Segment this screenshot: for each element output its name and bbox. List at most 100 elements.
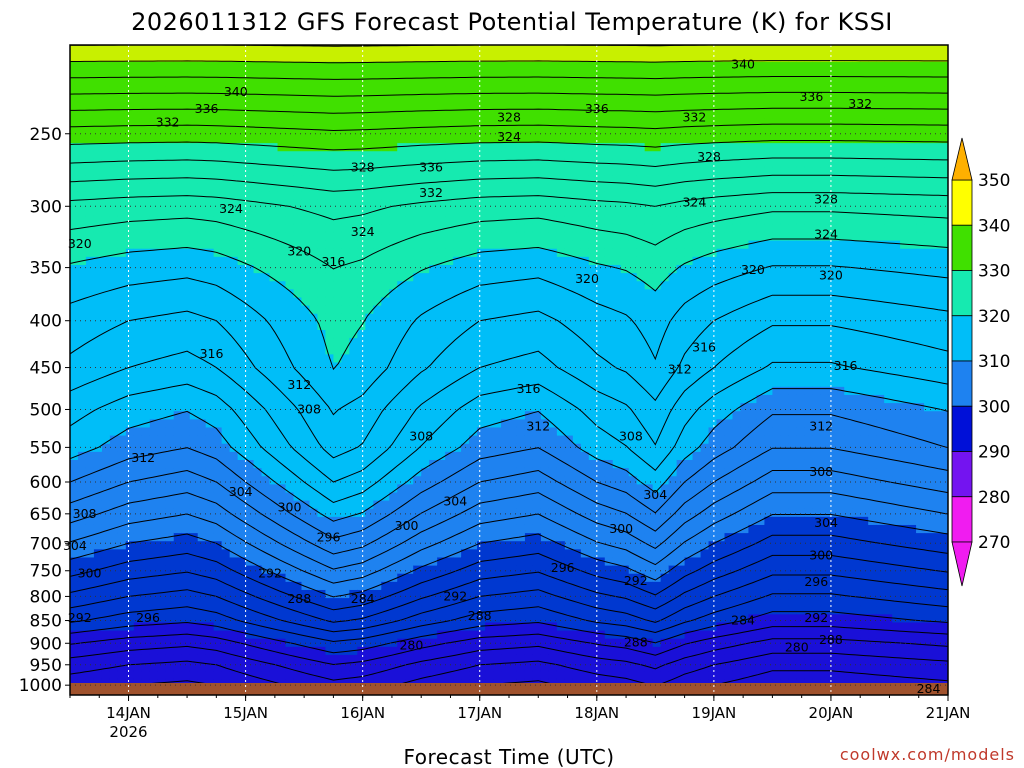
theta-cell <box>405 223 414 233</box>
theta-cell <box>173 77 183 87</box>
theta-cell <box>93 394 103 404</box>
theta-cell <box>221 248 231 257</box>
theta-cell <box>85 475 95 485</box>
theta-cell <box>253 337 263 347</box>
theta-cell <box>445 77 454 87</box>
theta-cell <box>109 589 119 599</box>
theta-cell <box>70 581 79 590</box>
theta-cell <box>540 215 550 225</box>
theta-cell <box>261 264 271 274</box>
theta-cell <box>477 370 486 379</box>
theta-cell <box>540 231 550 241</box>
theta-cell <box>341 272 350 282</box>
theta-cell <box>125 231 135 241</box>
theta-cell <box>133 248 143 257</box>
theta-cell <box>101 61 111 70</box>
theta-cell <box>277 207 287 217</box>
theta-cell <box>197 410 207 420</box>
theta-cell <box>469 288 478 298</box>
theta-cell <box>77 248 87 257</box>
theta-cell <box>501 296 510 306</box>
theta-cell <box>389 475 398 485</box>
theta-cell <box>157 61 167 70</box>
theta-cell <box>365 45 374 54</box>
theta-cell <box>437 556 446 566</box>
theta-cell <box>509 77 518 87</box>
theta-cell <box>556 532 566 542</box>
chart-title: 2026011312 GFS Forecast Potential Temper… <box>131 8 893 36</box>
theta-cell <box>421 410 430 420</box>
theta-cell <box>516 223 526 233</box>
theta-cell <box>548 475 558 485</box>
theta-cell <box>357 483 366 493</box>
theta-cell <box>325 77 334 87</box>
theta-cell <box>301 150 311 160</box>
theta-cell <box>237 288 247 298</box>
theta-cell <box>309 101 319 111</box>
theta-cell <box>189 565 199 574</box>
theta-cell <box>516 483 526 493</box>
theta-cell <box>157 69 167 79</box>
theta-cell <box>445 110 454 119</box>
theta-cell <box>333 418 342 428</box>
theta-cell <box>461 508 470 517</box>
theta-cell <box>149 410 159 420</box>
theta-cell <box>437 191 446 200</box>
theta-cell <box>309 353 319 363</box>
theta-cell <box>421 191 430 200</box>
theta-cell <box>461 410 470 420</box>
theta-cell <box>469 621 478 631</box>
theta-cell <box>445 45 454 54</box>
theta-cell <box>285 597 295 607</box>
theta-cell <box>429 508 438 517</box>
theta-cell <box>245 118 255 127</box>
theta-cell <box>501 361 510 371</box>
theta-cell <box>109 451 119 460</box>
theta-cell <box>285 605 295 615</box>
theta-cell <box>389 467 398 477</box>
theta-cell <box>405 500 414 509</box>
theta-cell <box>197 378 207 387</box>
theta-cell <box>461 589 470 599</box>
theta-cell <box>437 467 446 477</box>
theta-cell <box>461 459 470 469</box>
theta-cell <box>365 272 374 282</box>
theta-cell <box>524 207 534 217</box>
theta-cell <box>389 524 398 534</box>
theta-cell <box>453 142 462 152</box>
theta-cell <box>293 118 303 127</box>
theta-cell <box>341 101 350 111</box>
theta-cell <box>532 378 542 387</box>
theta-cell <box>437 532 446 542</box>
theta-cell <box>125 670 135 680</box>
theta-cell <box>101 85 111 95</box>
theta-cell <box>261 53 271 62</box>
theta-cell <box>461 118 470 127</box>
theta-cell <box>157 118 167 127</box>
theta-cell <box>101 134 111 144</box>
theta-cell <box>165 451 175 460</box>
theta-cell <box>125 61 135 70</box>
theta-cell <box>501 240 510 249</box>
theta-cell <box>564 459 574 469</box>
theta-cell <box>285 77 295 87</box>
theta-cell <box>229 53 239 62</box>
theta-cell <box>389 378 398 387</box>
theta-cell <box>125 272 135 282</box>
theta-cell <box>365 158 374 168</box>
theta-cell <box>373 573 382 582</box>
theta-cell <box>269 231 279 241</box>
theta-cell <box>509 240 518 249</box>
theta-cell <box>109 370 119 379</box>
theta-cell <box>181 500 191 509</box>
theta-cell <box>237 589 247 599</box>
theta-cell <box>141 410 151 420</box>
theta-cell <box>109 85 119 95</box>
theta-cell <box>524 646 534 655</box>
theta-cell <box>493 581 502 590</box>
theta-cell <box>373 150 382 160</box>
theta-cell <box>485 280 494 290</box>
theta-cell <box>109 345 119 355</box>
theta-cell <box>516 451 526 460</box>
theta-cell <box>269 475 279 485</box>
